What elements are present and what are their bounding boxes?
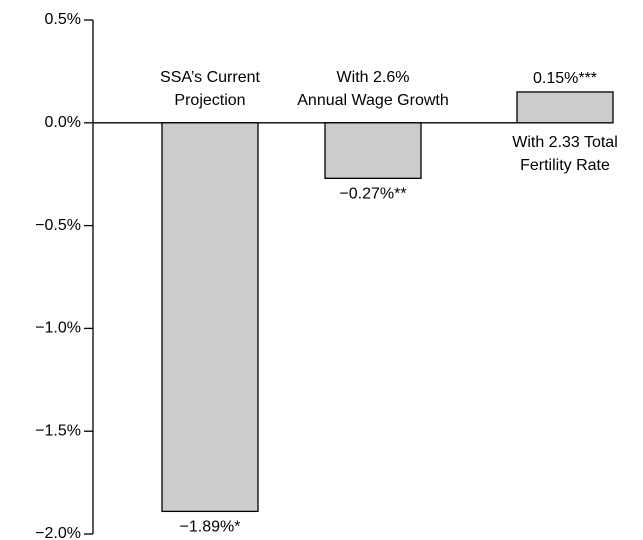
value-label: −0.27%**: [339, 186, 406, 203]
y-tick-label: 0.5%: [45, 11, 81, 28]
value-label: 0.15%***: [533, 70, 597, 87]
y-tick-label: −2.0%: [35, 525, 81, 540]
bar: [161, 122, 259, 513]
category-label: With 2.6%: [337, 69, 410, 86]
category-label: Fertility Rate: [520, 157, 610, 174]
y-tick-label: −0.5%: [35, 217, 81, 234]
category-label: Annual Wage Growth: [297, 92, 448, 109]
y-tick-label: 0.0%: [45, 114, 81, 131]
bar: [516, 91, 614, 124]
bar: [324, 122, 422, 179]
y-tick-label: −1.5%: [35, 422, 81, 439]
category-label: Projection: [174, 92, 245, 109]
value-label: −1.89%*: [180, 519, 241, 536]
category-label: SSA’s Current: [160, 69, 260, 86]
category-label: With 2.33 Total: [512, 134, 618, 151]
y-tick-label: −1.0%: [35, 320, 81, 337]
